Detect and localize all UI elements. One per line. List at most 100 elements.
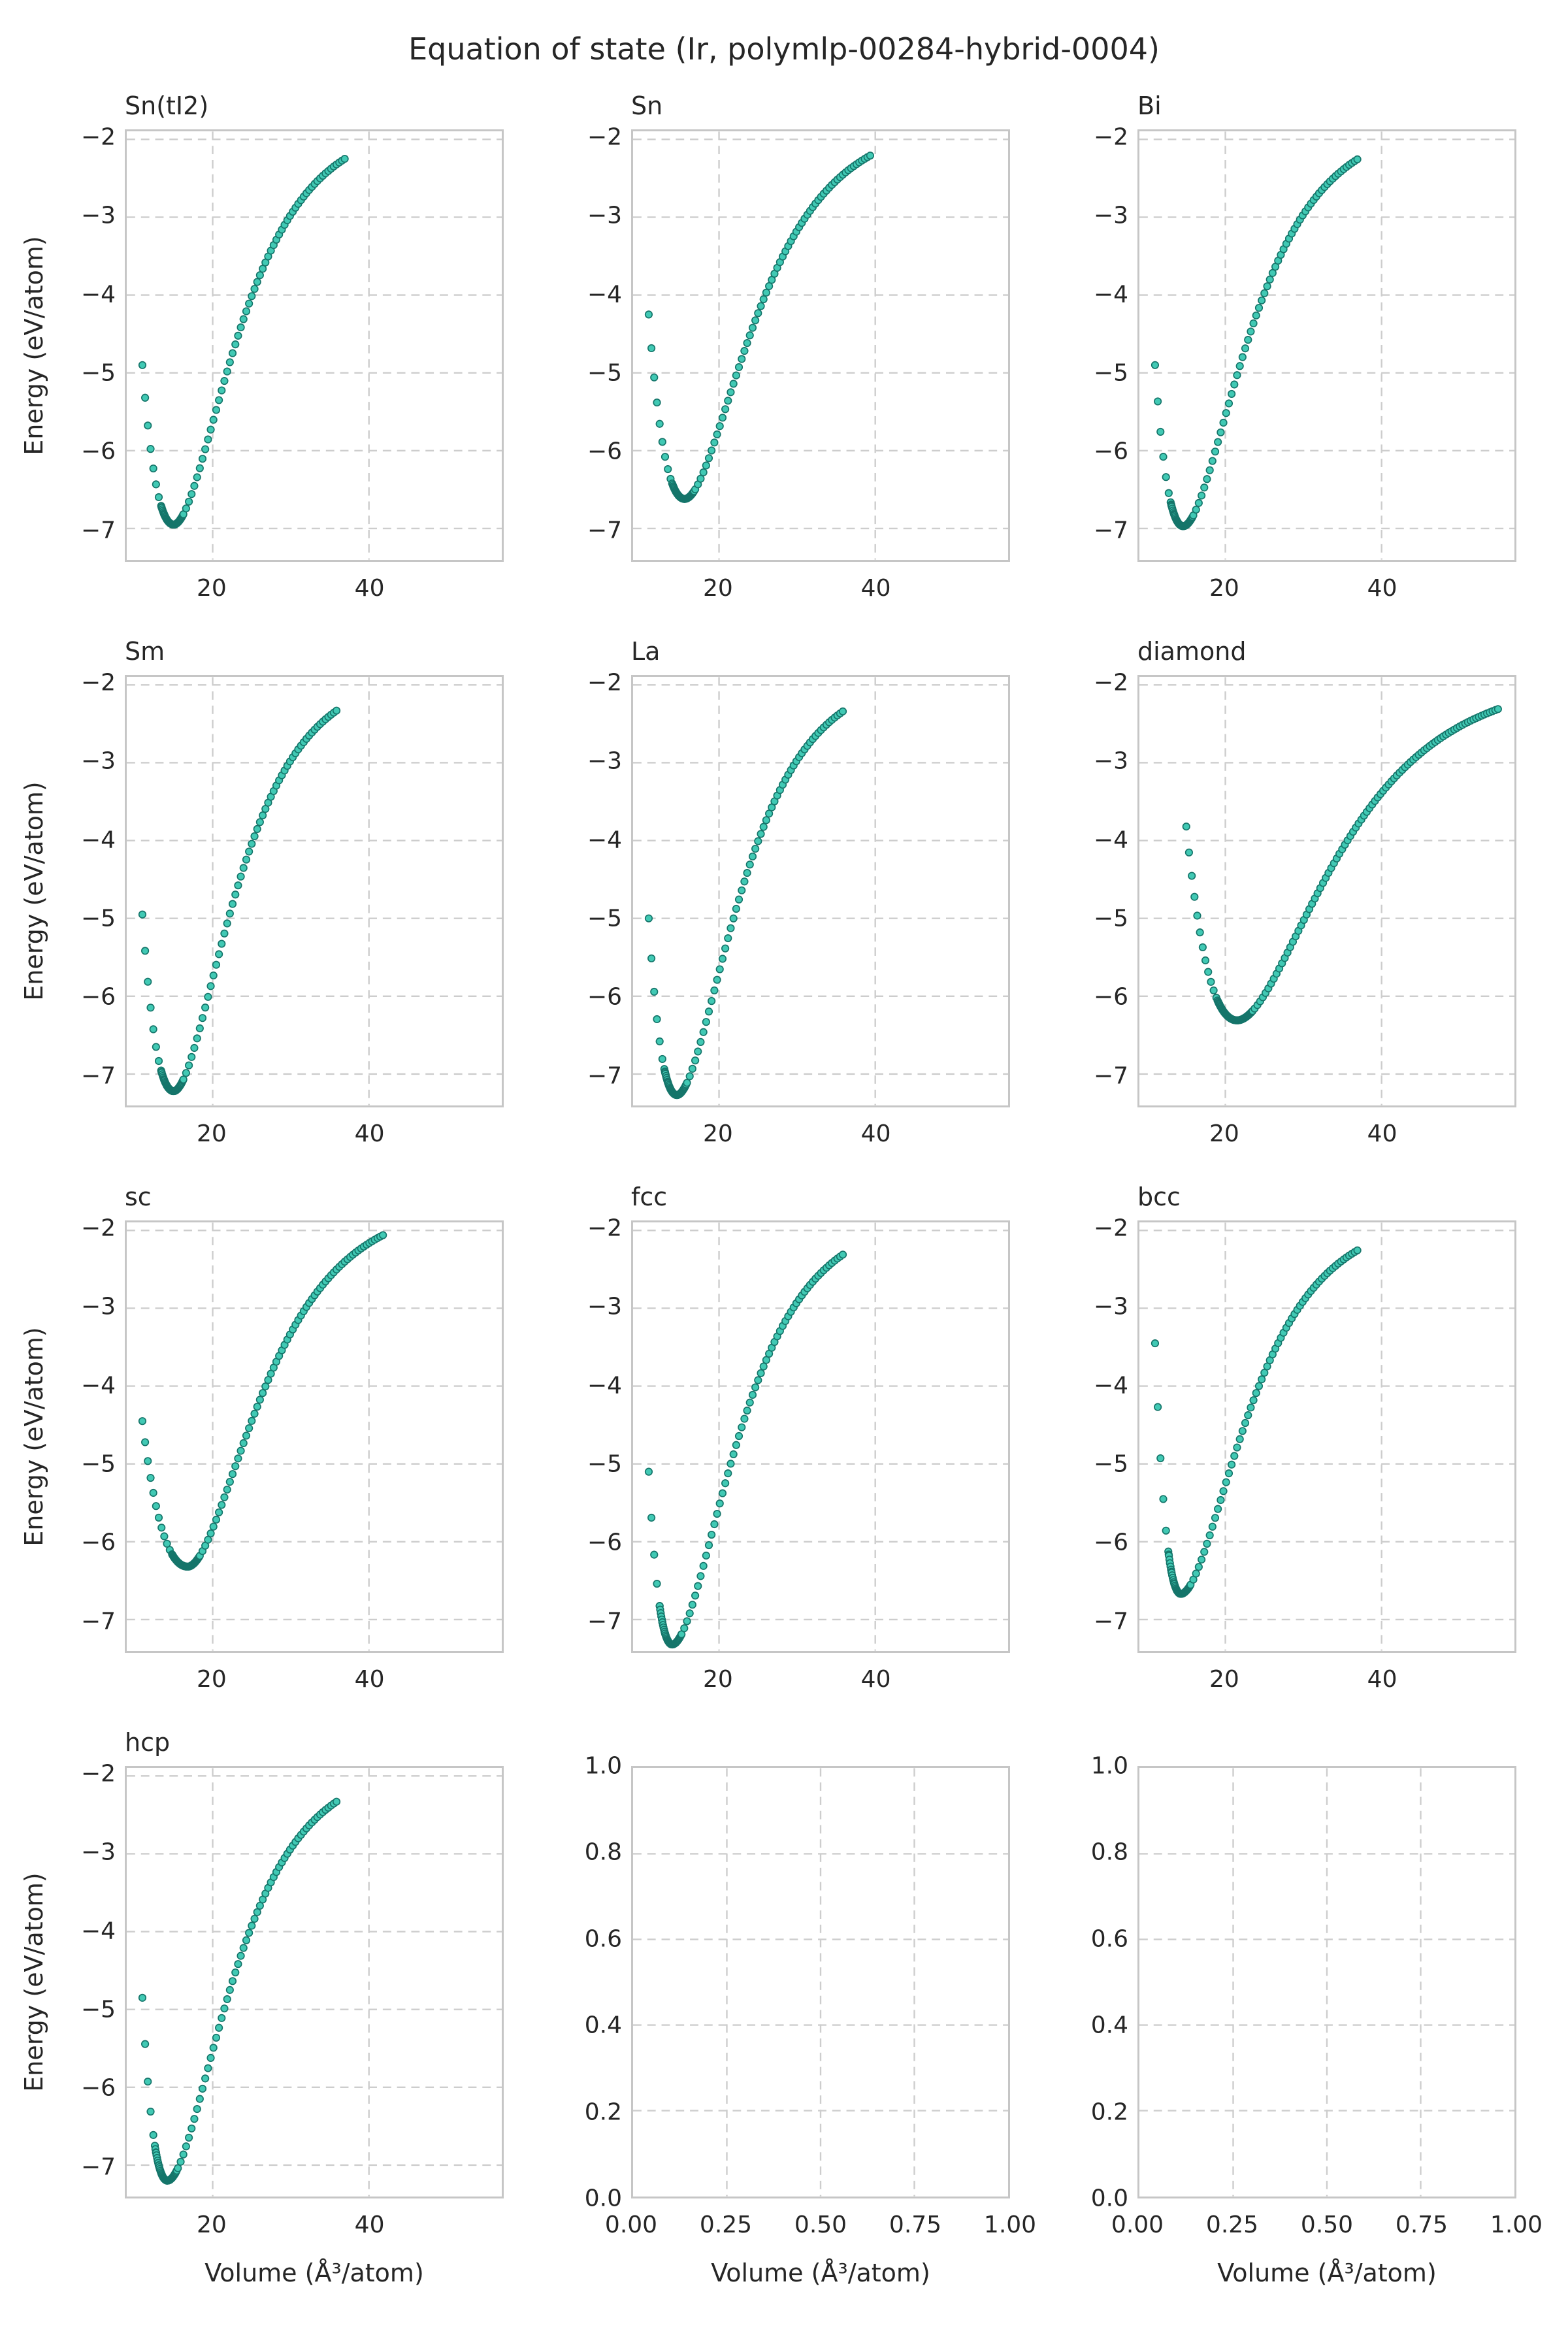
scatter-point xyxy=(1207,977,1215,986)
figure-title: Equation of state (Ir, polymlp-00284-hyb… xyxy=(408,31,1160,67)
scatter-point xyxy=(1252,1389,1260,1397)
scatter-point xyxy=(699,1561,708,1570)
scatter-point xyxy=(694,1047,702,1056)
scatter-point xyxy=(239,1944,248,1952)
scatter-point xyxy=(209,1522,218,1531)
scatter-point xyxy=(1162,1526,1170,1535)
y-axis-label: Energy (eV/atom) xyxy=(20,236,48,455)
scatter-point xyxy=(218,939,226,948)
scatter-point xyxy=(245,1424,253,1433)
scatter-point xyxy=(751,1383,760,1392)
scatter-point xyxy=(1203,475,1211,483)
plot-area-sm xyxy=(125,675,504,1107)
scatter-point xyxy=(212,1515,221,1524)
scatter-point xyxy=(253,278,261,286)
scatter-point xyxy=(220,376,229,385)
scatter-point xyxy=(1151,1339,1160,1348)
scatter-point xyxy=(1260,289,1269,297)
scatter-point xyxy=(685,1609,694,1618)
scatter-point xyxy=(237,1952,245,1960)
xtick-label-empty-2: 0.00 xyxy=(1111,2212,1164,2238)
scatter-point xyxy=(245,299,253,308)
scatter-point xyxy=(198,2084,207,2093)
scatter-point xyxy=(237,323,245,332)
scatter-point xyxy=(185,2133,193,2142)
scatter-point xyxy=(658,438,666,446)
plot-area-sn xyxy=(631,129,1010,562)
scatter-point xyxy=(748,323,757,332)
scatter-point xyxy=(193,2104,201,2114)
xtick-label-sn: 20 xyxy=(703,575,733,602)
scatter-point xyxy=(248,1416,256,1425)
scatter-point xyxy=(138,1993,147,2002)
scatter-point xyxy=(206,1529,215,1538)
scatter-point xyxy=(734,1431,743,1441)
scatter-point xyxy=(212,406,221,414)
scatter-point xyxy=(209,2044,218,2052)
xtick-label-empty-2: 0.50 xyxy=(1300,2212,1354,2238)
ytick-label-bcc: −6 xyxy=(1093,1529,1128,1556)
scatter-point xyxy=(721,944,730,953)
scatter-point xyxy=(740,347,749,355)
scatter-point xyxy=(193,1034,201,1043)
scatter-point xyxy=(1201,956,1210,965)
ytick-label-la: −5 xyxy=(587,905,622,932)
scatter-point xyxy=(255,271,264,280)
scatter-point xyxy=(1244,1411,1252,1420)
ytick-label-bi: −4 xyxy=(1093,281,1128,308)
scatter-point xyxy=(713,430,721,438)
subplot-title-sn-ti2: Sn(tI2) xyxy=(125,91,209,120)
scatter-point xyxy=(204,435,212,444)
scatter-point xyxy=(708,1530,716,1539)
scatter-point xyxy=(745,1398,754,1407)
scatter-point xyxy=(1260,1369,1269,1377)
ytick-label-sn-ti2: −7 xyxy=(80,517,116,544)
scatter-point xyxy=(757,830,765,838)
scatter-point xyxy=(231,1462,240,1471)
x-axis-label: Volume (Å³/atom) xyxy=(204,2259,424,2287)
scatter-point xyxy=(201,1004,210,1012)
plot-area-diamond xyxy=(1137,675,1516,1107)
scatter-point xyxy=(754,309,762,318)
scatter-point xyxy=(1217,428,1225,436)
scatter-point xyxy=(138,361,147,369)
scatter-point xyxy=(209,416,218,424)
scatter-point xyxy=(751,844,760,853)
ytick-label-sc: −2 xyxy=(80,1215,116,1242)
ytick-label-sn: −7 xyxy=(587,517,622,544)
ytick-label-sm: −3 xyxy=(80,747,116,775)
ytick-label-hcp: −6 xyxy=(80,2074,116,2102)
ytick-label-sn-ti2: −3 xyxy=(80,202,116,229)
subplot-title-sm: Sm xyxy=(125,637,165,666)
scatter-point xyxy=(223,1485,231,1494)
x-axis-label: Volume (Å³/atom) xyxy=(711,2259,930,2287)
scatter-point xyxy=(239,315,248,323)
ytick-label-la: −2 xyxy=(587,669,622,696)
scatter-point xyxy=(1214,438,1222,446)
scatter-point xyxy=(1188,872,1196,880)
scatter-point xyxy=(231,890,240,899)
scatter-point xyxy=(691,1056,700,1065)
scatter-point xyxy=(683,1617,691,1625)
scatter-point xyxy=(250,1409,259,1418)
scatter-point xyxy=(1164,489,1173,497)
xtick-label-la: 40 xyxy=(860,1120,891,1147)
scatter-point xyxy=(146,1004,155,1012)
scatter-point xyxy=(734,363,743,372)
xtick-label-empty-1: 0.50 xyxy=(794,2212,847,2238)
scatter-point xyxy=(261,1382,270,1391)
scatter-point xyxy=(1208,457,1217,465)
scatter-point xyxy=(653,1579,661,1588)
scatter-point xyxy=(152,480,160,489)
plot-canvas-fcc xyxy=(633,1222,1008,1651)
scatter-point xyxy=(655,419,664,428)
xtick-label-sc: 20 xyxy=(197,1666,227,1693)
scatter-point xyxy=(1244,336,1252,344)
y-axis-label: Energy (eV/atom) xyxy=(20,1327,48,1546)
scatter-point xyxy=(204,992,212,1001)
plot-area-bi xyxy=(1137,129,1516,562)
scatter-point xyxy=(1263,282,1271,291)
scatter-point xyxy=(1198,943,1207,951)
xtick-label-sn: 40 xyxy=(860,575,891,602)
subplot-title-bi: Bi xyxy=(1137,91,1162,120)
